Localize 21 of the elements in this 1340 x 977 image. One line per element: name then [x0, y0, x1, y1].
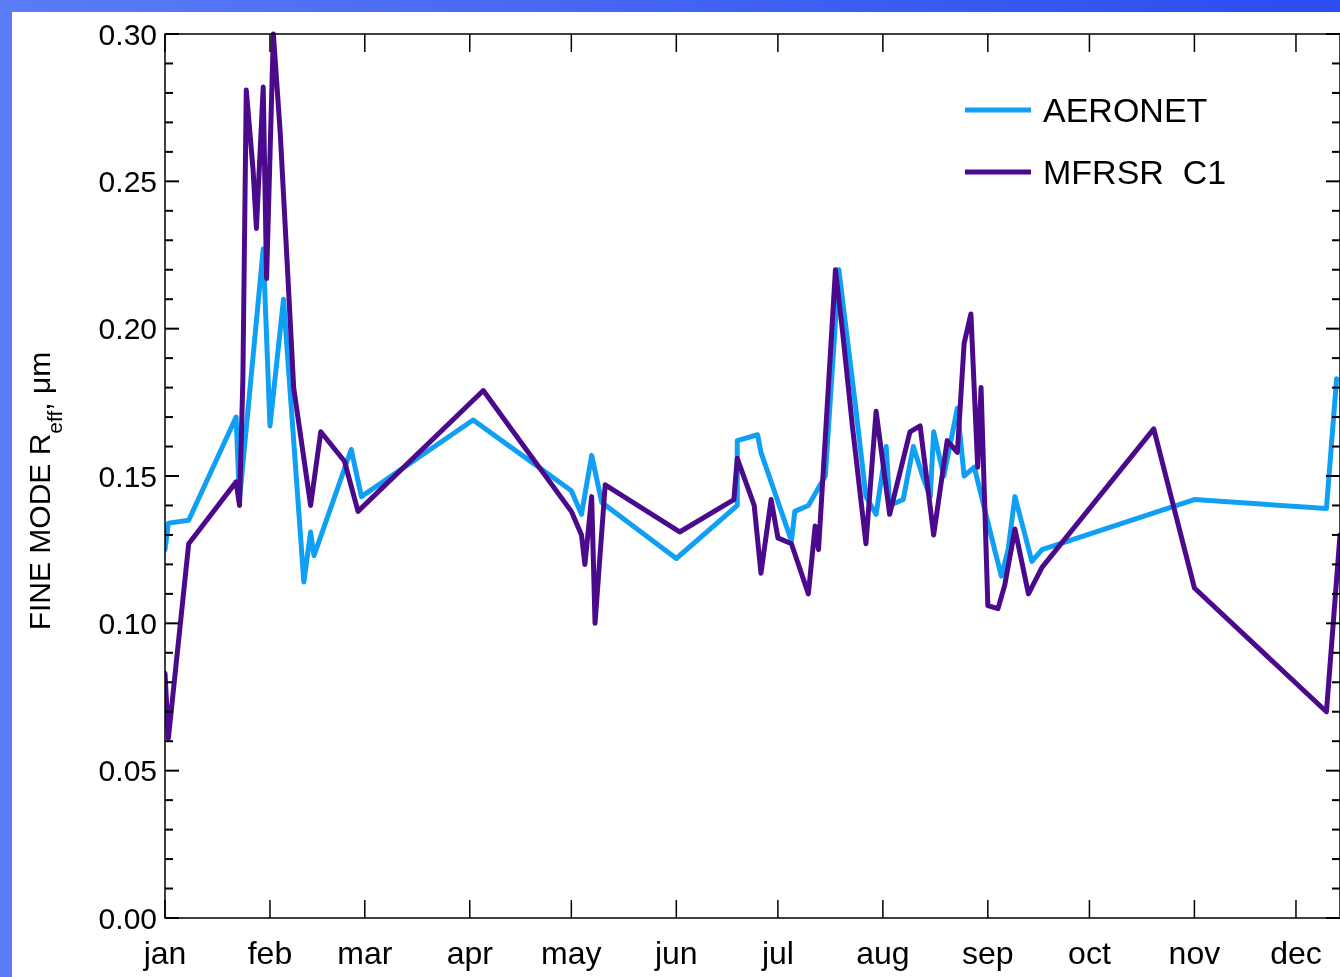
y-tick-label: 0.20	[98, 312, 157, 346]
x-tick-label: dec	[1270, 935, 1322, 971]
y-tick-label: 0.10	[98, 606, 157, 640]
legend-label: MFRSR C1	[1043, 152, 1227, 191]
x-tick-label: apr	[446, 935, 494, 971]
x-tick-label: feb	[247, 935, 293, 971]
x-tick-label: nov	[1168, 935, 1221, 971]
y-tick-label: 0.00	[98, 901, 157, 935]
x-tick-label: jun	[653, 935, 698, 971]
x-tick-label: oct	[1068, 935, 1111, 971]
legend-label: AERONET	[1043, 90, 1208, 129]
x-tick-label: aug	[856, 935, 910, 971]
y-tick-label: 0.25	[98, 164, 157, 198]
y-tick-label: 0.05	[98, 754, 157, 788]
x-tick-label: may	[541, 935, 602, 971]
y-tick-label: 0.15	[98, 459, 157, 493]
x-tick-label: mar	[337, 935, 393, 971]
x-tick-label: sep	[962, 935, 1014, 971]
x-tick-label: jan	[142, 935, 187, 971]
x-tick-label: jul	[760, 935, 794, 971]
y-tick-label: 0.30	[98, 17, 157, 51]
